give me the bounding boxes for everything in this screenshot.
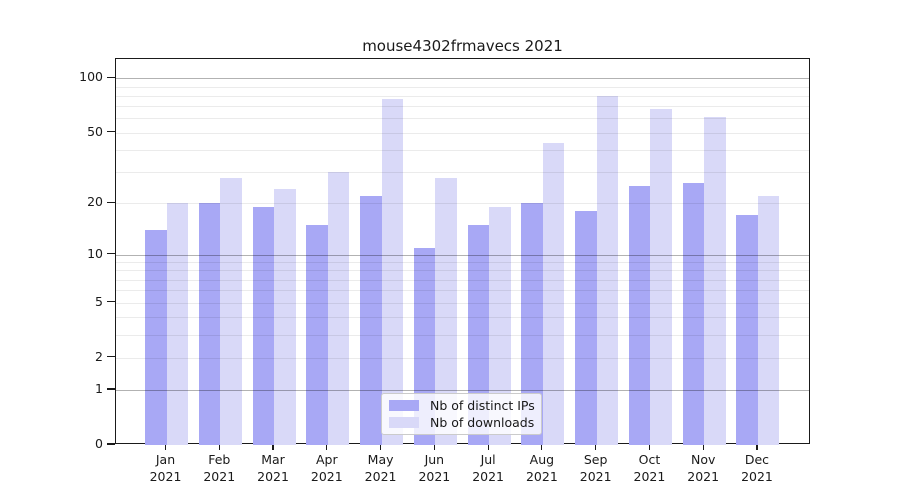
bar-ips-11 bbox=[682, 183, 705, 445]
x-tick-label: May 2021 bbox=[364, 452, 397, 484]
gridline-minor bbox=[116, 106, 809, 108]
bar-ips-2 bbox=[198, 203, 221, 445]
y-tick-mark bbox=[107, 388, 115, 390]
gridline-minor bbox=[116, 279, 809, 281]
x-tick-mark bbox=[541, 444, 543, 450]
gridline-minor bbox=[116, 86, 809, 88]
legend-label: Nb of downloads bbox=[430, 415, 535, 430]
y-tick-mark bbox=[107, 76, 115, 79]
bar-ips-9 bbox=[575, 211, 597, 445]
gridline-major bbox=[116, 78, 809, 80]
plot-area bbox=[115, 58, 810, 445]
x-tick-label: Jan 2021 bbox=[149, 452, 182, 484]
x-tick-mark bbox=[164, 444, 167, 450]
y-tick-label: 5 bbox=[95, 293, 103, 309]
x-tick-label: Nov 2021 bbox=[687, 452, 720, 484]
x-tick-label: Apr 2021 bbox=[310, 452, 343, 484]
y-tick-mark bbox=[107, 356, 115, 358]
y-tick-mark bbox=[107, 201, 115, 203]
x-tick-label: Dec 2021 bbox=[741, 452, 773, 484]
legend-entry-downloads: Nb of downloads bbox=[389, 415, 534, 430]
legend-label: Nb of distinct IPs bbox=[430, 398, 535, 413]
gridline-minor bbox=[116, 317, 809, 319]
bar-ips-10 bbox=[628, 186, 651, 445]
bar-downloads-6 bbox=[435, 177, 457, 445]
bar-ips-12 bbox=[736, 215, 758, 445]
x-tick-mark bbox=[487, 444, 489, 450]
gridline-minor bbox=[116, 262, 809, 264]
gridline-minor bbox=[116, 334, 809, 336]
x-tick-mark bbox=[218, 444, 220, 450]
x-tick-label: Aug 2021 bbox=[525, 452, 558, 484]
bar-downloads-8 bbox=[542, 142, 565, 445]
y-tick-label: 50 bbox=[87, 123, 103, 139]
x-tick-mark bbox=[702, 444, 704, 450]
x-tick-mark bbox=[379, 444, 382, 450]
x-tick-label: Jun 2021 bbox=[418, 452, 451, 484]
legend-swatch bbox=[389, 400, 419, 411]
bar-downloads-3 bbox=[274, 189, 296, 445]
y-tick-mark bbox=[107, 443, 115, 445]
x-tick-label: Feb 2021 bbox=[203, 452, 236, 484]
bar-ips-1 bbox=[145, 229, 167, 445]
gridline-minor bbox=[116, 290, 809, 292]
x-tick-mark bbox=[648, 444, 651, 450]
x-tick-mark bbox=[433, 444, 435, 450]
legend: Nb of distinct IPs Nb of downloads bbox=[381, 393, 542, 435]
chart-title: mouse4302frmavecs 2021 bbox=[362, 37, 563, 55]
gridline-major bbox=[116, 254, 809, 256]
y-tick-label: 10 bbox=[87, 245, 103, 261]
gridline-minor bbox=[116, 132, 809, 134]
bar-ips-7 bbox=[467, 224, 490, 445]
y-tick-label: 2 bbox=[95, 348, 103, 364]
bar-downloads-1 bbox=[166, 203, 188, 445]
y-tick-mark bbox=[107, 252, 115, 255]
x-tick-mark bbox=[756, 444, 758, 450]
gridline-minor bbox=[116, 203, 809, 205]
bar-ips-4 bbox=[306, 224, 328, 445]
y-tick-label: 0 bbox=[95, 436, 103, 451]
x-tick-label: Sep 2021 bbox=[579, 452, 612, 484]
bar-downloads-9 bbox=[596, 95, 619, 445]
x-tick-label: Jul 2021 bbox=[472, 452, 505, 484]
bar-ips-8 bbox=[521, 203, 543, 445]
bar-ips-3 bbox=[252, 207, 275, 445]
gridline-minor bbox=[116, 357, 809, 359]
bar-ips-5 bbox=[360, 195, 382, 445]
legend-swatch bbox=[389, 417, 419, 428]
gridline-major bbox=[116, 389, 809, 391]
gridline-minor bbox=[116, 95, 809, 97]
y-tick-label: 1 bbox=[95, 380, 103, 396]
gridline-minor bbox=[116, 150, 809, 152]
x-tick-label: Oct 2021 bbox=[633, 452, 666, 484]
y-tick-mark bbox=[107, 301, 115, 303]
x-tick-mark bbox=[272, 444, 274, 450]
bar-downloads-10 bbox=[650, 108, 672, 445]
gridline-minor bbox=[116, 118, 809, 120]
legend-entry-ips: Nb of distinct IPs bbox=[389, 398, 535, 413]
x-tick-label: Mar 2021 bbox=[257, 452, 289, 484]
gridline-minor bbox=[116, 172, 809, 174]
y-tick-label: 100 bbox=[79, 69, 103, 85]
gridline-minor bbox=[116, 270, 809, 272]
x-tick-mark bbox=[595, 444, 597, 450]
bar-downloads-4 bbox=[327, 172, 350, 445]
bar-downloads-7 bbox=[489, 207, 511, 445]
y-tick-mark bbox=[107, 131, 115, 133]
bar-downloads-12 bbox=[757, 195, 780, 445]
x-tick-mark bbox=[326, 444, 328, 450]
bar-downloads-11 bbox=[704, 117, 726, 445]
bar-downloads-2 bbox=[220, 177, 242, 445]
y-tick-label: 20 bbox=[87, 194, 103, 210]
bar-downloads-5 bbox=[381, 98, 404, 445]
gridline-minor bbox=[116, 302, 809, 304]
